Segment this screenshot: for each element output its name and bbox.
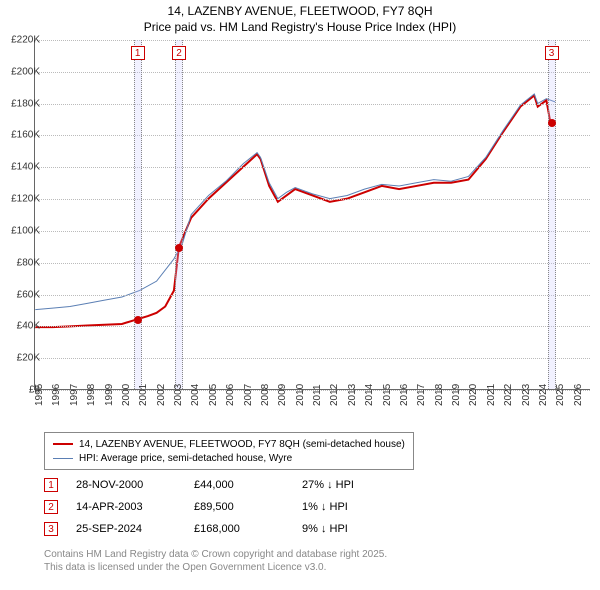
- legend-item: HPI: Average price, semi-detached house,…: [53, 451, 405, 465]
- x-axis-label: 2007: [243, 384, 254, 406]
- y-axis-label: £160K: [4, 130, 40, 141]
- y-axis-label: £120K: [4, 194, 40, 205]
- sale-marker-badge: 3: [545, 46, 559, 60]
- sale-marker-band: [175, 40, 183, 389]
- x-axis-label: 2024: [538, 384, 549, 406]
- x-axis-label: 2021: [486, 384, 497, 406]
- legend-swatch: [53, 458, 73, 459]
- sale-marker-dot: [134, 316, 142, 324]
- x-axis-label: 2017: [416, 384, 427, 406]
- sales-badge: 3: [44, 522, 58, 536]
- x-axis-label: 1997: [69, 384, 80, 406]
- sales-row: 2 14-APR-2003 £89,500 1% ↓ HPI: [44, 496, 392, 518]
- x-axis-label: 1996: [51, 384, 62, 406]
- title-address: 14, LAZENBY AVENUE, FLEETWOOD, FY7 8QH: [0, 4, 600, 20]
- gridline-h: [35, 231, 590, 232]
- footer-attribution: Contains HM Land Registry data © Crown c…: [44, 548, 387, 574]
- y-axis-label: £60K: [4, 289, 40, 300]
- sale-marker-band: [548, 40, 556, 389]
- x-axis-label: 2016: [399, 384, 410, 406]
- sales-pct: 1% ↓ HPI: [302, 501, 392, 513]
- sales-badge: 2: [44, 500, 58, 514]
- x-axis-label: 2010: [295, 384, 306, 406]
- x-axis-label: 2005: [208, 384, 219, 406]
- x-axis-label: 2003: [173, 384, 184, 406]
- y-axis-label: £180K: [4, 98, 40, 109]
- x-axis-label: 2004: [190, 384, 201, 406]
- x-axis-label: 2020: [468, 384, 479, 406]
- x-axis-label: 1998: [86, 384, 97, 406]
- y-axis-label: £220K: [4, 35, 40, 46]
- x-axis-label: 2025: [555, 384, 566, 406]
- gridline-h: [35, 167, 590, 168]
- sales-row: 1 28-NOV-2000 £44,000 27% ↓ HPI: [44, 474, 392, 496]
- x-axis-label: 2006: [225, 384, 236, 406]
- sales-date: 14-APR-2003: [76, 501, 176, 513]
- gridline-h: [35, 104, 590, 105]
- x-axis-label: 2023: [521, 384, 532, 406]
- gridline-h: [35, 263, 590, 264]
- y-axis-label: £40K: [4, 321, 40, 332]
- y-axis-label: £80K: [4, 257, 40, 268]
- x-axis-label: 2015: [382, 384, 393, 406]
- sale-marker-dot: [548, 119, 556, 127]
- x-axis-label: 2000: [121, 384, 132, 406]
- sales-row: 3 25-SEP-2024 £168,000 9% ↓ HPI: [44, 518, 392, 540]
- x-axis-label: 2026: [573, 384, 584, 406]
- gridline-h: [35, 295, 590, 296]
- x-axis-label: 1995: [34, 384, 45, 406]
- legend: 14, LAZENBY AVENUE, FLEETWOOD, FY7 8QH (…: [44, 432, 414, 470]
- x-axis-label: 2008: [260, 384, 271, 406]
- chart-title: 14, LAZENBY AVENUE, FLEETWOOD, FY7 8QH P…: [0, 0, 600, 35]
- gridline-h: [35, 326, 590, 327]
- x-axis-label: 2018: [434, 384, 445, 406]
- sales-date: 28-NOV-2000: [76, 479, 176, 491]
- sale-marker-badge: 2: [172, 46, 186, 60]
- sales-price: £89,500: [194, 501, 284, 513]
- sales-date: 25-SEP-2024: [76, 523, 176, 535]
- legend-label: HPI: Average price, semi-detached house,…: [79, 453, 292, 464]
- y-axis-label: £200K: [4, 66, 40, 77]
- legend-item: 14, LAZENBY AVENUE, FLEETWOOD, FY7 8QH (…: [53, 437, 405, 451]
- gridline-h: [35, 40, 590, 41]
- gridline-h: [35, 358, 590, 359]
- x-axis-label: 2002: [156, 384, 167, 406]
- gridline-h: [35, 72, 590, 73]
- x-axis-label: 2013: [347, 384, 358, 406]
- legend-swatch: [53, 443, 73, 445]
- x-axis-label: 2011: [312, 384, 323, 406]
- y-axis-label: £140K: [4, 162, 40, 173]
- footer-line1: Contains HM Land Registry data © Crown c…: [44, 548, 387, 561]
- y-axis-label: £20K: [4, 353, 40, 364]
- sales-pct: 27% ↓ HPI: [302, 479, 392, 491]
- sales-table: 1 28-NOV-2000 £44,000 27% ↓ HPI 2 14-APR-2003…: [44, 474, 392, 540]
- series-line: [35, 96, 550, 328]
- legend-label: 14, LAZENBY AVENUE, FLEETWOOD, FY7 8QH (…: [79, 439, 405, 450]
- sale-marker-dot: [175, 244, 183, 252]
- gridline-h: [35, 199, 590, 200]
- x-axis-label: 2014: [364, 384, 375, 406]
- sale-marker-badge: 1: [131, 46, 145, 60]
- sales-price: £44,000: [194, 479, 284, 491]
- series-line: [35, 94, 555, 310]
- footer-line2: This data is licensed under the Open Gov…: [44, 561, 387, 574]
- x-axis-label: 2012: [329, 384, 340, 406]
- x-axis-label: 1999: [104, 384, 115, 406]
- gridline-h: [35, 135, 590, 136]
- x-axis-label: 2019: [451, 384, 462, 406]
- x-axis-label: 2009: [277, 384, 288, 406]
- sale-marker-band: [134, 40, 142, 389]
- sales-pct: 9% ↓ HPI: [302, 523, 392, 535]
- sales-price: £168,000: [194, 523, 284, 535]
- title-subtitle: Price paid vs. HM Land Registry's House …: [0, 20, 600, 36]
- chart-plot-area: 1 2 3: [34, 40, 590, 390]
- sales-badge: 1: [44, 478, 58, 492]
- x-axis-label: 2001: [138, 384, 149, 406]
- y-axis-label: £100K: [4, 225, 40, 236]
- x-axis-label: 2022: [503, 384, 514, 406]
- chart-lines: [35, 40, 590, 389]
